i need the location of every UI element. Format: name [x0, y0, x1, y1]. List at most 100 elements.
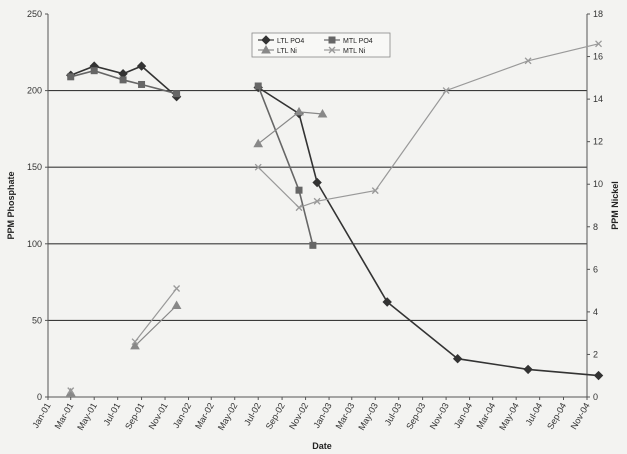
x-tick-label: Jan-02	[171, 401, 193, 430]
series-line-mtl-po4	[257, 85, 314, 246]
legend-box	[251, 32, 391, 58]
data-point-mtl-po4	[254, 82, 262, 90]
y2-tick-label: 16	[593, 52, 603, 62]
data-point-mtl-po4	[90, 67, 98, 75]
x-tick-label: Sep-01	[123, 401, 146, 431]
x-tick-label: Jul-02	[242, 401, 263, 427]
x-tick-label: Jul-03	[383, 401, 404, 427]
marker-stroke	[595, 40, 603, 48]
data-point-ltl-po4	[452, 353, 463, 364]
data-point-ltl-po4	[593, 370, 604, 381]
legend-item-ltl-ni: LTL Ni	[258, 44, 297, 55]
series-ltl-ni	[65, 106, 328, 397]
y-tick-label: 50	[32, 315, 42, 325]
y2-tick-label: 14	[593, 94, 603, 104]
y-tick-label: 0	[37, 392, 42, 402]
legend-swatch-marker	[328, 36, 336, 44]
plot-frame	[47, 14, 588, 398]
y2-tick-label: 6	[593, 264, 598, 274]
x-tick-label: May-02	[216, 401, 240, 432]
marker-stroke	[254, 163, 262, 171]
marker-stroke	[524, 57, 532, 65]
y2-axis-title: PPM Nickel	[610, 181, 620, 230]
data-point-mtl-ni	[173, 285, 181, 292]
x-tick-label: Mar-02	[193, 401, 216, 431]
gridlines	[48, 90, 587, 321]
x-tick-label: May-01	[75, 401, 99, 432]
x-tick-label: Sep-02	[264, 401, 287, 431]
series-mtl-ni	[67, 40, 603, 395]
data-point-mtl-ni	[524, 57, 532, 65]
legend: LTL PO4 MTL PO4 LTL Ni MTL Ni	[251, 32, 391, 58]
marker-stroke	[67, 387, 75, 395]
data-point-ltl-po4	[136, 61, 147, 71]
x-tick-label: Nov-02	[287, 401, 310, 431]
y2-tick-label: 0	[593, 392, 598, 402]
y-tick-label: 100	[27, 239, 42, 249]
data-point-ltl-po4	[382, 297, 392, 307]
x-tick-label: Sep-03	[404, 401, 427, 431]
marker-stroke	[442, 87, 450, 95]
data-point-ltl-ni	[253, 138, 264, 148]
data-point-mtl-po4	[138, 80, 146, 88]
y-axis-left-ticks: 0 50 100 150 200 250	[27, 9, 48, 402]
data-point-mtl-ni	[313, 197, 321, 205]
x-tick-label: Mar-01	[53, 401, 76, 431]
y2-tick-label: 12	[593, 137, 603, 147]
data-point-ltl-ni	[171, 300, 182, 310]
series-line-mtl-ni	[134, 288, 178, 343]
x-tick-label: Mar-03	[334, 401, 357, 431]
data-point-mtl-po4	[67, 73, 75, 81]
data-point-ltl-ni	[294, 106, 304, 116]
x-tick-label: Jul-04	[523, 401, 544, 427]
legend-swatch-marker	[328, 46, 336, 54]
x-tick-label: Nov-03	[428, 401, 451, 431]
x-tick-label: Jan-03	[311, 401, 333, 430]
data-point-mtl-ni	[295, 204, 303, 212]
x-axis-title: Date	[312, 441, 332, 451]
data-point-mtl-po4	[309, 241, 317, 249]
x-axis-ticks: Jan-01 Mar-01 May-01 Jul-01 Sep-01 Nov-01 Jan-…	[30, 397, 592, 432]
y2-tick-label: 4	[593, 307, 598, 317]
data-point-mtl-ni	[67, 387, 75, 395]
marker-stroke	[313, 197, 321, 205]
data-point-ltl-ni	[130, 340, 140, 350]
data-point-mtl-ni	[254, 163, 262, 171]
x-tick-label: Nov-04	[569, 401, 592, 431]
marker-stroke	[371, 187, 379, 195]
data-point-mtl-ni	[131, 338, 139, 346]
x-tick-label: Jan-01	[30, 401, 52, 430]
y-tick-label: 200	[27, 86, 42, 96]
legend-item-mtl-ni: MTL Ni	[324, 46, 366, 55]
data-point-mtl-po4	[295, 186, 303, 194]
marker-stroke	[173, 285, 181, 292]
data-point-mtl-po4	[173, 90, 181, 98]
y2-tick-label: 18	[593, 9, 603, 19]
legend-label: MTL PO4	[343, 38, 373, 45]
x-tick-label: May-03	[356, 401, 380, 432]
legend-swatch-marker	[261, 35, 271, 45]
data-point-ltl-ni	[317, 108, 328, 118]
marker-stroke	[131, 338, 139, 346]
legend-label: LTL PO4	[277, 38, 304, 45]
marker-stroke	[328, 46, 336, 54]
x-tick-label: Nov-01	[147, 401, 170, 431]
x-tick-label: Mar-04	[474, 401, 497, 431]
y-tick-label: 150	[27, 162, 42, 172]
data-point-ltl-po4	[523, 364, 533, 375]
series-mtl-po4	[67, 67, 317, 249]
y2-tick-label: 10	[593, 179, 603, 189]
y2-tick-label: 2	[593, 349, 598, 359]
series-ltl-po4	[66, 61, 604, 381]
series-line-ltl-ni	[134, 305, 178, 347]
y2-tick-label: 8	[593, 222, 598, 232]
data-point-mtl-ni	[442, 87, 450, 95]
data-point-mtl-po4	[119, 76, 127, 84]
legend-label: LTL Ni	[277, 48, 297, 55]
x-tick-label: Sep-04	[545, 401, 568, 431]
y-axis-right-ticks: 0 2 4 6 8 10 12 14 16 18	[587, 9, 603, 402]
x-tick-label: May-04	[497, 401, 521, 432]
data-point-mtl-ni	[371, 187, 379, 195]
legend-item-mtl-po4: MTL PO4	[324, 36, 373, 45]
